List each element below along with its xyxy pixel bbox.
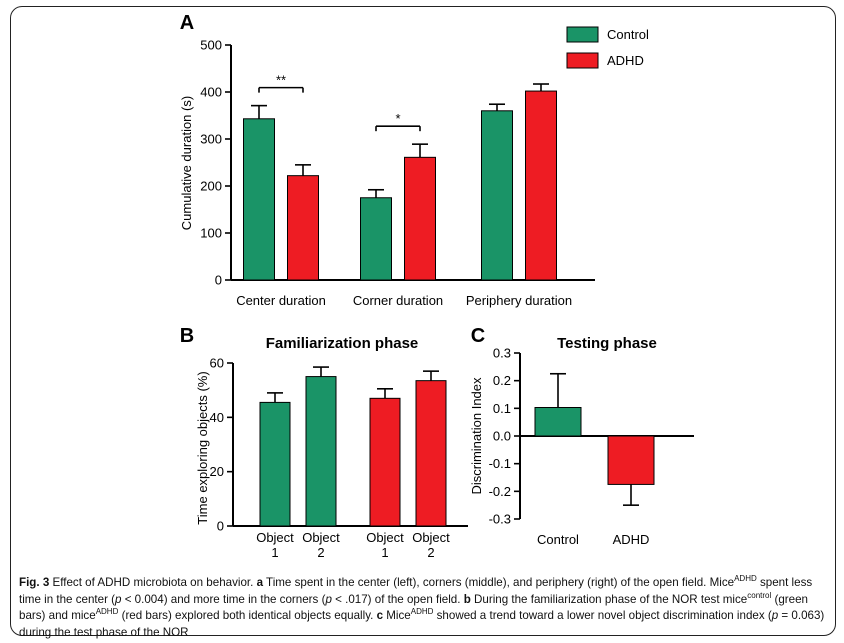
chart-title-c: Testing phase — [557, 335, 657, 352]
x-tick-label-b: Object — [366, 530, 404, 545]
caption-text: spent less time in the center ( — [19, 576, 813, 606]
legend-label-adhd: ADHD — [607, 53, 644, 68]
x-tick-label-a: Periphery duration — [466, 293, 572, 308]
x-tick-label-b: Object — [256, 530, 294, 545]
caption-sup: control — [747, 590, 772, 600]
x-tick-label-c: Control — [537, 532, 579, 547]
bar-b-adhd — [369, 397, 401, 527]
caption-text: Effect of ADHD microbiota on behavior. — [49, 576, 257, 589]
x-tick-label-a: Corner duration — [353, 293, 443, 308]
y-tick-label-a: 300 — [200, 132, 222, 147]
y-tick-label-c: 0.2 — [493, 373, 511, 388]
y-tick-label-a: 500 — [200, 38, 222, 53]
y-tick-label-c: -0.3 — [489, 512, 511, 527]
bar-a-control — [360, 197, 392, 281]
caption-sup: ADHD — [734, 574, 757, 584]
caption-sup: ADHD — [410, 607, 434, 617]
y-tick-label-b: 0 — [217, 519, 224, 534]
bar-a-adhd — [525, 90, 557, 281]
caption-p: p — [325, 592, 332, 606]
bar-a-adhd — [287, 175, 319, 281]
y-axis-label-b: Time exploring objects (%) — [195, 371, 210, 524]
figure-frame: A 0 100 200 300 400 500 Cumulative duration (s)… — [10, 6, 836, 639]
caption-text: < 0.004) and more time in the corners ( — [121, 592, 326, 606]
caption-text: = 0.063) during the test phase of the NO… — [19, 609, 825, 639]
y-tick-label-a: 100 — [200, 226, 222, 241]
caption-a-label: a — [256, 576, 264, 589]
x-tick-label-b: 2 — [317, 545, 324, 560]
panel-label-b: B — [180, 325, 194, 347]
x-tick-label-b: 1 — [381, 545, 388, 560]
significance-label-a: * — [395, 111, 400, 126]
y-tick-label-b: 60 — [210, 356, 224, 371]
caption-text: showed a trend toward a lower novel obje… — [433, 609, 772, 622]
x-tick-label-b: Object — [302, 530, 340, 545]
caption-text: (red bars) explored both identical objec… — [118, 609, 377, 622]
legend-swatch-control — [566, 26, 599, 43]
bar-b-control — [305, 376, 337, 527]
caption-text: < .017) of the open field. — [331, 592, 464, 606]
panel-label-a: A — [180, 12, 194, 34]
x-tick-label-a: Center duration — [236, 293, 326, 308]
caption-text: Mice — [383, 609, 411, 622]
caption-fig-label: Fig. 3 — [19, 576, 50, 589]
bar-a-adhd — [404, 156, 436, 281]
legend-swatch-adhd — [566, 52, 599, 69]
y-tick-label-b: 40 — [210, 410, 224, 425]
bar-a-control — [243, 118, 275, 281]
chart-title-b: Familiarization phase — [266, 335, 419, 352]
x-tick-label-b: Object — [412, 530, 450, 545]
y-tick-label-c: 0.3 — [493, 346, 511, 361]
caption-text: Time spent in the center (left), corners… — [263, 576, 735, 589]
y-tick-label-c: 0.1 — [493, 401, 511, 416]
bar-b-adhd — [415, 380, 447, 527]
y-tick-label-b: 20 — [210, 464, 224, 479]
caption-b-label: b — [463, 592, 471, 606]
y-tick-label-c: -0.1 — [489, 456, 511, 471]
bar-a-control — [481, 110, 513, 281]
y-axis-label-a: Cumulative duration (s) — [179, 96, 194, 230]
y-tick-label-a: 200 — [200, 179, 222, 194]
caption-sup: ADHD — [95, 607, 119, 617]
legend-label-control: Control — [607, 27, 649, 42]
bar-c-control — [534, 407, 582, 437]
bar-c-adhd — [607, 435, 655, 485]
caption-text: During the familiarization phase of the … — [470, 592, 748, 606]
bar-b-control — [259, 401, 291, 527]
x-tick-label-b: 2 — [427, 545, 434, 560]
caption-text: (green bars) and mice — [19, 592, 808, 623]
x-tick-label-b: 1 — [271, 545, 278, 560]
caption-c-label: c — [376, 609, 384, 622]
caption-p: p — [115, 592, 122, 606]
y-tick-label-a: 400 — [200, 85, 222, 100]
panel-label-c: C — [471, 325, 485, 347]
significance-label-a: ** — [276, 73, 286, 88]
figure-caption: Fig. 3 Effect of ADHD microbiota on beha… — [19, 575, 829, 641]
caption-p: p — [771, 609, 779, 622]
y-tick-label-c: 0.0 — [493, 429, 511, 444]
y-axis-label-c: Discrimination Index — [469, 377, 484, 495]
y-tick-label-a: 0 — [215, 273, 222, 288]
y-tick-label-c: -0.2 — [489, 484, 511, 499]
x-tick-label-c: ADHD — [613, 532, 650, 547]
